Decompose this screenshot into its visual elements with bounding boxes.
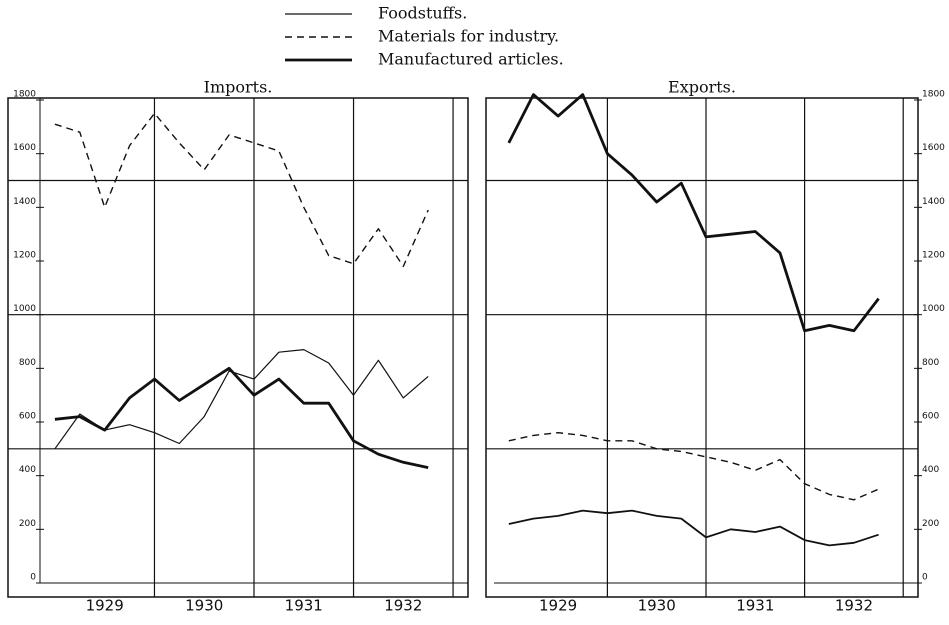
y-tick-label: 1200	[13, 251, 36, 261]
series-line	[54, 112, 429, 268]
x-tick-label: 1931	[736, 597, 774, 615]
y-tick-label: 1200	[922, 251, 945, 261]
series-line	[54, 349, 429, 450]
y-tick-label: 1400	[922, 197, 945, 207]
x-tick-label: 1929	[86, 597, 124, 615]
y-tick-label: 400	[19, 465, 36, 475]
y-tick-label: 0	[922, 573, 928, 583]
y-tick-label: 1600	[13, 143, 36, 153]
series-line	[508, 509, 879, 547]
legend-label: Foodstuffs.	[378, 4, 467, 23]
x-tick-label: 1932	[835, 597, 873, 615]
legend-label: Materials for industry.	[378, 27, 559, 46]
y-tick-label: 1000	[13, 304, 36, 314]
series-line	[54, 366, 429, 469]
chart-title: Exports.	[668, 78, 736, 97]
y-tick-label: 600	[19, 412, 36, 422]
frame	[485, 97, 919, 598]
y-tick-label: 200	[922, 519, 939, 529]
y-tick-label: 200	[19, 519, 36, 529]
x-tick-label: 1930	[638, 597, 676, 615]
y-tick-label: 1800	[922, 90, 945, 100]
chart-title: Imports.	[204, 78, 273, 97]
y-tick-label: 1400	[13, 197, 36, 207]
legend-label: Manufactured articles.	[378, 50, 564, 69]
y-tick-label: 1600	[922, 143, 945, 153]
series-line	[508, 432, 879, 501]
x-tick-label: 1929	[539, 597, 577, 615]
frame	[7, 97, 469, 598]
y-tick-label: 400	[922, 465, 939, 475]
x-tick-label: 1930	[185, 597, 223, 615]
y-tick-label: 600	[922, 412, 939, 422]
x-tick-label: 1932	[384, 597, 422, 615]
y-tick-label: 800	[19, 358, 36, 368]
y-tick-label: 1000	[922, 304, 945, 314]
series-line	[507, 93, 880, 333]
x-tick-label: 1931	[285, 597, 323, 615]
y-tick-label: 800	[922, 358, 939, 368]
y-tick-label: 1800	[13, 90, 36, 100]
y-tick-label: 0	[30, 573, 36, 583]
